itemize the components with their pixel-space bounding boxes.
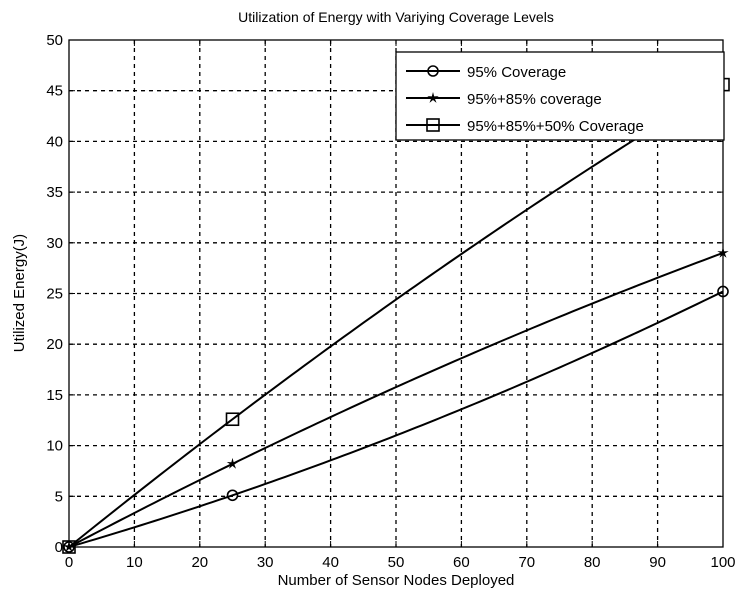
data-point-star	[427, 92, 439, 103]
y-tick-label: 50	[46, 32, 63, 49]
series-line	[68, 83, 724, 548]
x-tick-label: 90	[649, 554, 666, 571]
data-point-star	[717, 246, 729, 258]
x-tick-label: 50	[388, 554, 405, 571]
x-tick-label: 30	[257, 554, 274, 571]
chart-title: Utilization of Energy with Variying Cove…	[238, 9, 554, 25]
x-tick-label: 100	[710, 554, 735, 571]
data-point-circle	[717, 285, 729, 298]
y-tick-label: 0	[55, 539, 63, 556]
data-point-circle	[427, 65, 439, 77]
x-tick-label: 10	[126, 554, 143, 571]
y-tick-label: 5	[55, 488, 63, 505]
data-point-square	[62, 540, 76, 554]
x-tick-label: 0	[65, 554, 73, 571]
y-tick-label: 35	[46, 184, 63, 201]
data-point-square	[225, 412, 240, 427]
x-tick-label: 40	[322, 554, 339, 571]
y-tick-label: 25	[46, 286, 63, 303]
data-point-star	[226, 457, 239, 469]
y-axis-label: Utilized Energy(J)	[11, 234, 28, 352]
y-tick-label: 10	[46, 438, 63, 455]
legend-label: 95%+85%+50% Coverage	[467, 118, 644, 135]
x-tick-label: 70	[518, 554, 535, 571]
x-axis-label: Number of Sensor Nodes Deployed	[278, 572, 515, 589]
plot-frame	[68, 39, 724, 548]
x-tick-label: 20	[191, 554, 208, 571]
data-point-square	[426, 118, 440, 132]
series-line	[68, 252, 724, 548]
y-tick-label: 20	[46, 336, 63, 353]
x-tick-label: 80	[584, 554, 601, 571]
series-line	[68, 290, 724, 548]
y-tick-label: 40	[46, 133, 63, 150]
x-tick-label: 60	[453, 554, 470, 571]
legend-label: 95% Coverage	[467, 64, 566, 81]
data-point-circle	[226, 489, 239, 502]
y-tick-label: 15	[46, 387, 63, 404]
y-tick-label: 30	[46, 235, 63, 252]
legend-label: 95%+85% coverage	[467, 91, 602, 108]
y-tick-label: 45	[46, 83, 63, 100]
